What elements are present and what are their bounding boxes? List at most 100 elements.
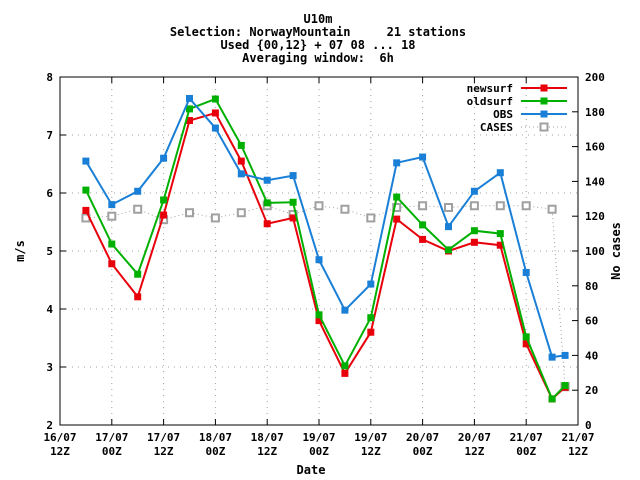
- point-cases: [418, 201, 428, 211]
- legend-marker-oldsurf: [540, 97, 548, 105]
- point-obs: [548, 353, 556, 361]
- x-tick-label-hour: 12Z: [50, 445, 70, 458]
- point-newsurf: [470, 238, 478, 246]
- y2-axis-ticks: 0 20 40 60 80 100 120 140 160 180 200: [572, 71, 605, 432]
- point-oldsurf: [445, 246, 452, 254]
- y2-tick-label: 160: [585, 141, 605, 154]
- point-newsurf: [237, 157, 245, 165]
- point-cases: [236, 208, 246, 218]
- point-cases: [366, 213, 376, 223]
- title-line-4: Averaging window: 6h: [242, 51, 394, 65]
- point-oldsurf: [470, 227, 478, 235]
- point-oldsurf: [237, 141, 245, 149]
- point-oldsurf: [82, 186, 90, 194]
- x-axis-label: Date: [297, 463, 326, 477]
- point-cases: [107, 211, 117, 221]
- point-oldsurf: [393, 193, 401, 201]
- title-line-3: Used {00,12} + 07 08 ... 18: [220, 38, 415, 52]
- y2-tick-label: 80: [585, 280, 598, 293]
- point-obs: [134, 187, 142, 195]
- point-obs: [315, 256, 323, 264]
- x-tick-label-date: 18/07: [199, 431, 232, 444]
- y2-tick-label: 40: [585, 349, 598, 362]
- point-newsurf: [134, 293, 142, 301]
- point-obs: [419, 153, 427, 161]
- y-tick-label: 6: [46, 187, 53, 200]
- y-tick-label: 2: [46, 419, 53, 432]
- x-tick-label-hour: 00Z: [516, 445, 536, 458]
- point-cases: [340, 204, 350, 214]
- y-axis-label: m/s: [13, 240, 27, 262]
- point-oldsurf: [367, 314, 375, 322]
- point-cases: [444, 203, 453, 212]
- point-oldsurf: [289, 198, 297, 206]
- point-newsurf: [393, 215, 401, 223]
- point-oldsurf: [561, 382, 569, 390]
- x-tick-label-date: 19/07: [354, 431, 387, 444]
- point-oldsurf: [548, 395, 556, 403]
- point-cases: [469, 201, 479, 211]
- x-tick-label-hour: 12Z: [361, 445, 381, 458]
- point-oldsurf: [315, 311, 323, 319]
- x-tick-label-date: 20/07: [458, 431, 491, 444]
- point-obs: [289, 172, 297, 180]
- point-newsurf: [211, 109, 219, 117]
- point-oldsurf: [211, 95, 219, 103]
- point-obs: [445, 223, 452, 231]
- x-tick-label-date: 17/07: [147, 431, 180, 444]
- point-obs: [393, 159, 401, 167]
- series-line-oldsurf: [84, 97, 566, 401]
- point-oldsurf: [419, 221, 427, 229]
- point-newsurf: [341, 369, 349, 377]
- x-tick-label-hour: 00Z: [102, 445, 122, 458]
- point-obs: [470, 187, 478, 195]
- y2-tick-label: 120: [585, 210, 605, 223]
- y-tick-label: 7: [46, 129, 53, 142]
- x-axis-ticks: 16/0712Z17/0700Z17/0712Z18/0700Z18/0712Z…: [43, 77, 595, 458]
- title-line-2: Selection: NorwayMountain 21 stations: [170, 25, 466, 39]
- series-line-obs: [85, 96, 566, 359]
- x-tick-label-date: 21/07: [561, 431, 594, 444]
- y2-tick-label: 0: [585, 419, 592, 432]
- legend-label-newsurf: newsurf: [467, 82, 513, 95]
- point-oldsurf: [263, 199, 271, 207]
- y2-tick-label: 180: [585, 106, 605, 119]
- point-oldsurf: [160, 196, 168, 204]
- point-newsurf: [367, 328, 375, 336]
- point-newsurf: [263, 220, 271, 228]
- y2-tick-label: 140: [585, 175, 605, 188]
- series-obs: [82, 94, 569, 361]
- point-oldsurf: [496, 230, 504, 238]
- point-obs: [186, 94, 193, 102]
- series-newsurf: [82, 109, 569, 403]
- series-line-newsurf: [85, 111, 566, 401]
- y2-tick-label: 200: [585, 71, 605, 84]
- x-tick-label-hour: 12Z: [154, 445, 174, 458]
- y2-tick-label: 20: [585, 384, 598, 397]
- title-line-1: U10m: [304, 12, 333, 26]
- series-oldsurf: [82, 95, 569, 403]
- grid: [60, 77, 578, 425]
- y-tick-label: 4: [46, 303, 53, 316]
- point-obs: [341, 306, 349, 314]
- point-cases: [185, 208, 194, 218]
- point-cases: [392, 203, 402, 212]
- point-obs: [82, 157, 90, 165]
- point-obs: [160, 154, 168, 162]
- y-axis-ticks: 2 3 4 5 6 7 8: [46, 71, 66, 432]
- point-newsurf: [419, 235, 427, 243]
- y-tick-label: 8: [46, 71, 53, 84]
- point-newsurf: [108, 260, 116, 268]
- x-tick-label-date: 20/07: [406, 431, 439, 444]
- x-tick-label-date: 21/07: [510, 431, 543, 444]
- legend-label-cases: CASES: [480, 121, 513, 134]
- legend-label-obs: OBS: [493, 108, 513, 121]
- series: [81, 94, 570, 403]
- series-cases: [81, 201, 570, 392]
- x-tick-label-date: 16/07: [43, 431, 76, 444]
- point-newsurf: [82, 206, 90, 214]
- x-tick-label-date: 19/07: [302, 431, 335, 444]
- x-tick-label-hour: 00Z: [309, 445, 329, 458]
- legend-label-oldsurf: oldsurf: [467, 95, 513, 108]
